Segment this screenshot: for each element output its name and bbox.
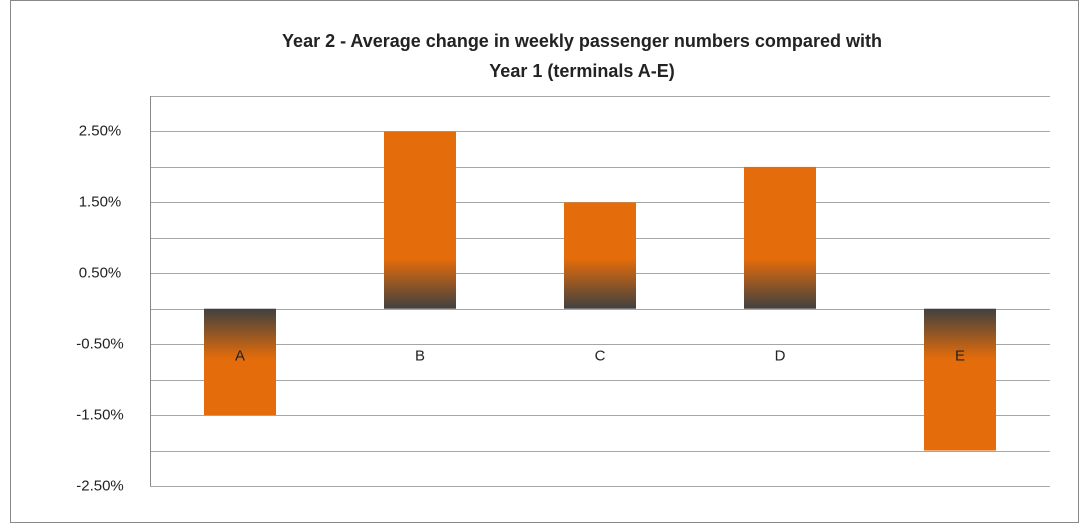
- chart-border: [10, 0, 1079, 523]
- bar: [204, 308, 276, 416]
- y-tick-label: -0.50%: [76, 335, 124, 352]
- y-tick-label: 0.50%: [79, 264, 122, 281]
- bar: [564, 202, 636, 309]
- y-tick-label: 1.50%: [79, 193, 122, 210]
- y-tick-label: -2.50%: [76, 477, 124, 494]
- bar: [924, 308, 996, 451]
- y-tick-label: 2.50%: [79, 122, 122, 139]
- x-tick-label: A: [235, 348, 245, 365]
- chart-title: Year 1 (terminals A-E): [489, 61, 674, 81]
- x-tick-label: B: [415, 348, 425, 365]
- x-tick-label: E: [955, 348, 965, 365]
- chart-title: Year 2 - Average change in weekly passen…: [282, 31, 882, 51]
- x-tick-label: C: [595, 348, 606, 365]
- y-tick-label: -1.50%: [76, 406, 124, 423]
- bar: [384, 131, 456, 309]
- bar: [744, 166, 816, 309]
- x-tick-label: D: [775, 348, 786, 365]
